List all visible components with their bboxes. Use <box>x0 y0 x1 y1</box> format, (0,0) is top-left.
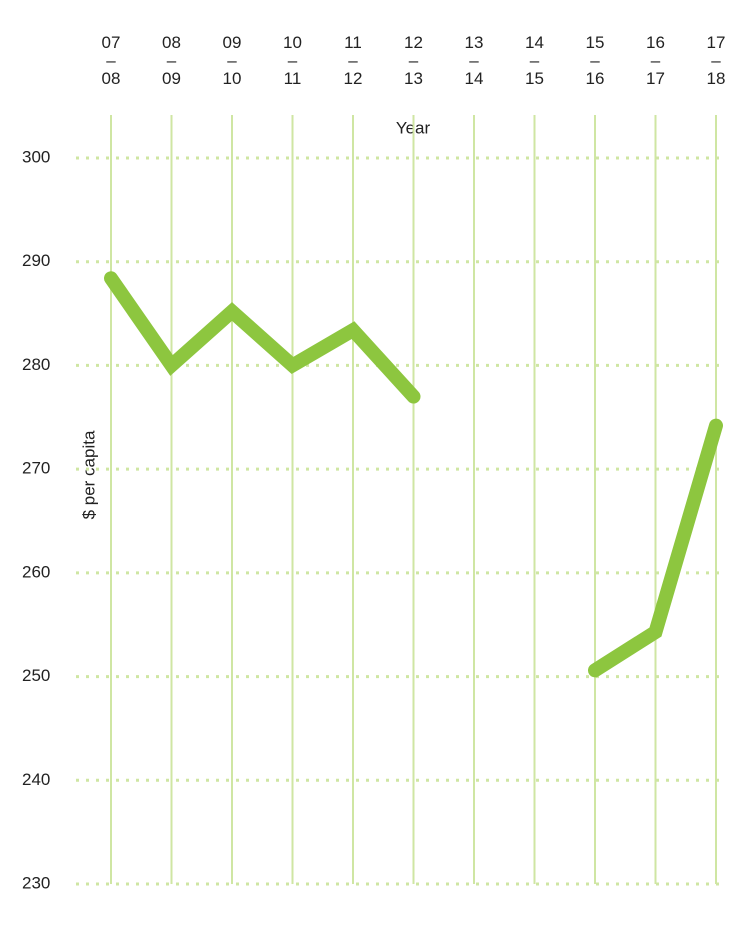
x-tick-label: 09 – 10 <box>222 33 242 88</box>
x-tick-label: 16 – 17 <box>646 33 665 88</box>
y-tick-label: 280 <box>22 355 50 374</box>
y-tick-label: 230 <box>22 873 50 892</box>
x-tick-label: 07 – 08 <box>101 33 121 88</box>
y-tick-label: 250 <box>22 666 50 685</box>
x-tick-label: 10 – 11 <box>283 33 302 88</box>
x-tick-label: 15 – 16 <box>585 33 605 88</box>
y-tick-label: 290 <box>22 251 50 270</box>
y-tick-label: 260 <box>22 562 50 581</box>
y-tick-label: 270 <box>22 459 50 478</box>
data-line <box>104 271 723 678</box>
x-tick-label: 17 – 18 <box>706 33 726 88</box>
x-tick-label: 14 – 15 <box>525 33 544 88</box>
x-tick-label: 12 – 13 <box>404 33 423 88</box>
y-tick-label: 240 <box>22 770 50 789</box>
x-tick-label: 13 – 14 <box>464 33 484 88</box>
y-axis-label: $ per capita <box>79 430 98 519</box>
y-tick-label: 300 <box>22 147 50 166</box>
x-tick-label: 11 – 12 <box>343 33 363 88</box>
x-tick-label: 08 – 09 <box>162 33 181 88</box>
